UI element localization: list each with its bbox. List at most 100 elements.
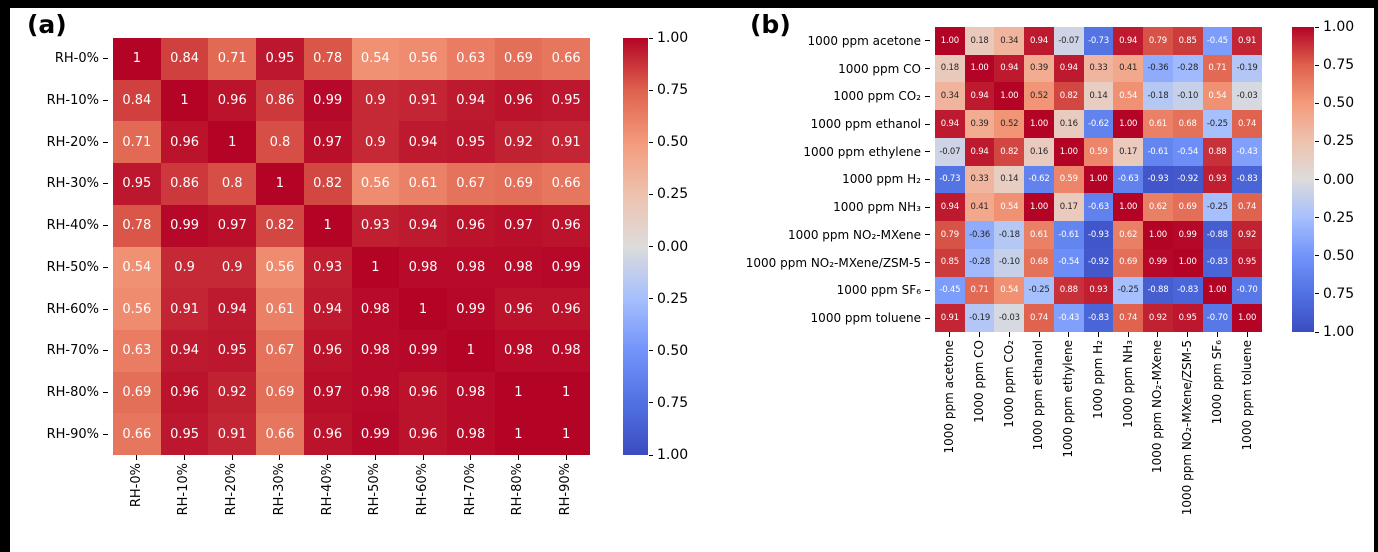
y-axis-label: 1000 ppm CO <box>650 55 930 83</box>
y-tick-mark <box>925 234 930 236</box>
heatmap-cell: 1 <box>494 371 543 414</box>
heatmap-cell: 0.91 <box>935 304 965 332</box>
colorbar-tick-label: 1.00 <box>1315 324 1354 340</box>
heatmap-cell: 0.9 <box>351 121 400 164</box>
heatmap-cell: -0.07 <box>1053 27 1084 55</box>
x-tick-mark <box>422 455 424 460</box>
y-tick-mark <box>925 206 930 208</box>
heatmap-cell: 0.17 <box>1053 193 1084 222</box>
x-tick-mark <box>374 455 376 460</box>
heatmap-cell: 0.94 <box>935 193 965 222</box>
heatmap-cell: 0.98 <box>542 329 590 372</box>
y-axis-label: RH-80% <box>10 372 108 414</box>
heatmap-cell: -0.03 <box>994 304 1025 332</box>
x-tick-mark <box>1127 332 1129 337</box>
heatmap-cell: 0.94 <box>964 82 995 111</box>
y-axis-label: 1000 ppm SF₆ <box>650 277 930 305</box>
heatmap-cell: 0.17 <box>1113 137 1144 166</box>
heatmap-cell: 0.68 <box>1172 110 1203 138</box>
colorbar-tick-label: 1.00 <box>649 447 688 463</box>
x-tick-mark <box>184 455 186 460</box>
heatmap-cell: 0.93 <box>1083 276 1114 305</box>
heatmap-cell: -0.73 <box>1083 27 1114 55</box>
y-tick-mark <box>103 391 108 393</box>
heatmap-cell: 0.91 <box>399 79 447 122</box>
y-tick-mark <box>925 151 930 153</box>
heatmap-cell: 0.63 <box>446 38 495 80</box>
heatmap-cell: 0.97 <box>494 204 543 247</box>
y-axis-label: 1000 ppm CO₂ <box>650 82 930 110</box>
heatmap-cell: 0.8 <box>256 121 304 164</box>
heatmap-cell: 0.95 <box>1232 248 1262 277</box>
heatmap-cell: 0.61 <box>256 288 304 330</box>
heatmap-cell: -0.62 <box>1083 110 1114 138</box>
heatmap-cell: 0.56 <box>113 288 161 330</box>
heatmap-cell: 0.33 <box>964 165 995 194</box>
heatmap-cell: 0.54 <box>351 38 400 80</box>
heatmap-cell: 0.74 <box>1232 110 1262 138</box>
heatmap-cell: 0.69 <box>494 163 543 205</box>
x-tick-mark <box>136 455 138 460</box>
heatmap-cell: 0.99 <box>542 246 590 289</box>
heatmap-cell: 0.98 <box>351 288 400 330</box>
y-tick-mark <box>925 178 930 180</box>
heatmap-cell: 0.82 <box>994 137 1025 166</box>
heatmap-cell: -0.07 <box>935 137 965 166</box>
heatmap-cell: 0.61 <box>399 163 447 205</box>
heatmap-cell: 0.99 <box>303 79 352 122</box>
heatmap-cell: 0.96 <box>494 79 543 122</box>
heatmap-cell: 0.99 <box>446 288 495 330</box>
y-axis-label: RH-50% <box>10 247 108 289</box>
x-axis-label: 1000 ppm toluene <box>1232 332 1262 551</box>
heatmap-cell: 1.00 <box>935 27 965 55</box>
heatmap-cell: 0.41 <box>964 193 995 222</box>
heatmap-cell: 1 <box>208 121 257 164</box>
heatmap-cell: 0.54 <box>994 193 1025 222</box>
heatmap-cell: 0.82 <box>256 204 304 247</box>
y-tick-mark <box>925 123 930 125</box>
heatmap-cell: -0.43 <box>1232 137 1262 166</box>
y-axis-label: 1000 ppm NH₃ <box>650 193 930 221</box>
heatmap-cell: 0.98 <box>351 371 400 414</box>
heatmap-cell: 0.54 <box>1113 82 1144 111</box>
heatmap-cell: 0.92 <box>208 371 257 414</box>
heatmap-cell: -0.63 <box>1113 165 1144 194</box>
heatmap-cell: 1 <box>113 38 161 80</box>
heatmap-cell: 0.34 <box>994 27 1025 55</box>
heatmap-cell: -0.45 <box>1202 27 1233 55</box>
figure-canvas: (a) RH-0% RH-10% RH-20% RH-30% RH-40% RH-50% R… <box>10 8 1374 552</box>
heatmap-cell: 0.61 <box>1143 110 1173 138</box>
heatmap-cell: 0.82 <box>303 163 352 205</box>
colorbar-tick-label: 1.00 <box>649 30 688 46</box>
heatmap-cell: 0.99 <box>399 329 447 372</box>
colorbar-tick-label: 0.25 <box>1315 133 1354 149</box>
heatmap-cell: 1 <box>494 413 543 455</box>
x-axis-label: 1000 ppm NO₂-MXene/ZSM-5 <box>1173 332 1203 551</box>
heatmap-cell: 1.00 <box>1172 248 1203 277</box>
heatmap-cell: -0.10 <box>1172 82 1203 111</box>
heatmap-cell: 0.93 <box>1202 165 1233 194</box>
heatmap-cell: 0.74 <box>1113 304 1144 332</box>
y-tick-mark <box>925 289 930 291</box>
heatmap-cell: 0.94 <box>994 54 1025 83</box>
heatmap-cell: 1.00 <box>964 54 995 83</box>
x-tick-mark <box>1097 332 1099 337</box>
colorbar-b-gradient <box>1292 27 1314 332</box>
heatmap-cell: 0.66 <box>113 413 161 455</box>
heatmap-cell: 0.54 <box>113 246 161 289</box>
heatmap-cell: -0.93 <box>1143 165 1173 194</box>
heatmap-cell: 0.74 <box>1024 304 1054 332</box>
colorbar-tick-label: 0.75 <box>1315 286 1354 302</box>
x-axis-label: RH-10% <box>161 455 209 551</box>
heatmap-a-row-labels: RH-0% RH-10% RH-20% RH-30% RH-40% RH-50% RH-60… <box>10 38 108 455</box>
colorbar-tick-label: 0.00 <box>1315 172 1354 188</box>
heatmap-cell: 0.78 <box>113 204 161 247</box>
heatmap-cell: 0.95 <box>1172 304 1203 332</box>
y-axis-label: RH-60% <box>10 288 108 330</box>
colorbar-tick-label: 0.50 <box>649 134 688 150</box>
heatmap-cell: 0.99 <box>351 413 400 455</box>
y-tick-mark <box>925 317 930 319</box>
heatmap-cell: 0.34 <box>935 82 965 111</box>
x-axis-label: 1000 ppm ethylene <box>1054 332 1084 551</box>
heatmap-cell: 0.98 <box>446 246 495 289</box>
